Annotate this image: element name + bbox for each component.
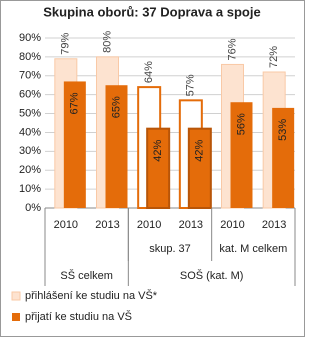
y-tick-label: 50% bbox=[19, 107, 41, 119]
chart-title: Skupina oborů: 37 Doprava a spoje bbox=[43, 4, 260, 19]
bar bbox=[272, 107, 295, 208]
value-label: 80% bbox=[101, 31, 113, 53]
x-tick-label: 2010 bbox=[54, 219, 78, 231]
y-tick-label: 40% bbox=[19, 126, 41, 138]
legend-swatch bbox=[12, 313, 20, 321]
value-label: 42% bbox=[194, 139, 206, 161]
legend-swatch bbox=[11, 291, 21, 301]
group-label: kat. M celkem bbox=[219, 243, 287, 255]
bar bbox=[146, 127, 171, 210]
y-tick-label: 70% bbox=[19, 70, 41, 82]
value-label: 67% bbox=[69, 92, 81, 114]
group-label: SŠ celkem bbox=[60, 269, 113, 282]
group-label: skup. 37 bbox=[149, 243, 191, 255]
bar bbox=[187, 127, 212, 210]
value-label: 56% bbox=[235, 113, 247, 135]
group-label: SOŠ (kat. M) bbox=[180, 269, 244, 282]
bar bbox=[63, 81, 86, 208]
value-label: 42% bbox=[152, 139, 164, 161]
x-tick-label: 2010 bbox=[220, 219, 244, 231]
bar bbox=[105, 85, 128, 208]
value-label: 64% bbox=[143, 61, 155, 83]
y-tick-label: 0% bbox=[25, 202, 41, 214]
y-tick-label: 80% bbox=[19, 51, 41, 63]
y-tick-label: 90% bbox=[19, 32, 41, 44]
chart: Skupina oborů: 37 Doprava a spoje 0% 10% 2… bbox=[0, 0, 305, 337]
x-tick-label: 2013 bbox=[262, 219, 286, 231]
bar bbox=[230, 102, 253, 208]
value-label: 53% bbox=[277, 119, 289, 141]
legend-label: přijatí ke studiu na VŠ bbox=[25, 310, 132, 323]
x-tick-label: 2013 bbox=[95, 219, 119, 231]
value-label: 79% bbox=[60, 33, 72, 55]
value-label: 72% bbox=[268, 46, 280, 68]
value-label: 76% bbox=[226, 38, 238, 60]
legend-label: přihlášení ke studiu na VŠ* bbox=[25, 289, 158, 302]
y-tick-label: 20% bbox=[19, 164, 41, 176]
value-label: 57% bbox=[185, 74, 197, 96]
value-label: 65% bbox=[110, 96, 122, 118]
x-tick-label: 2013 bbox=[179, 219, 203, 231]
y-tick-label: 30% bbox=[19, 145, 41, 157]
y-tick-label: 60% bbox=[19, 89, 41, 101]
x-tick-label: 2010 bbox=[137, 219, 161, 231]
y-tick-label: 10% bbox=[19, 183, 41, 195]
